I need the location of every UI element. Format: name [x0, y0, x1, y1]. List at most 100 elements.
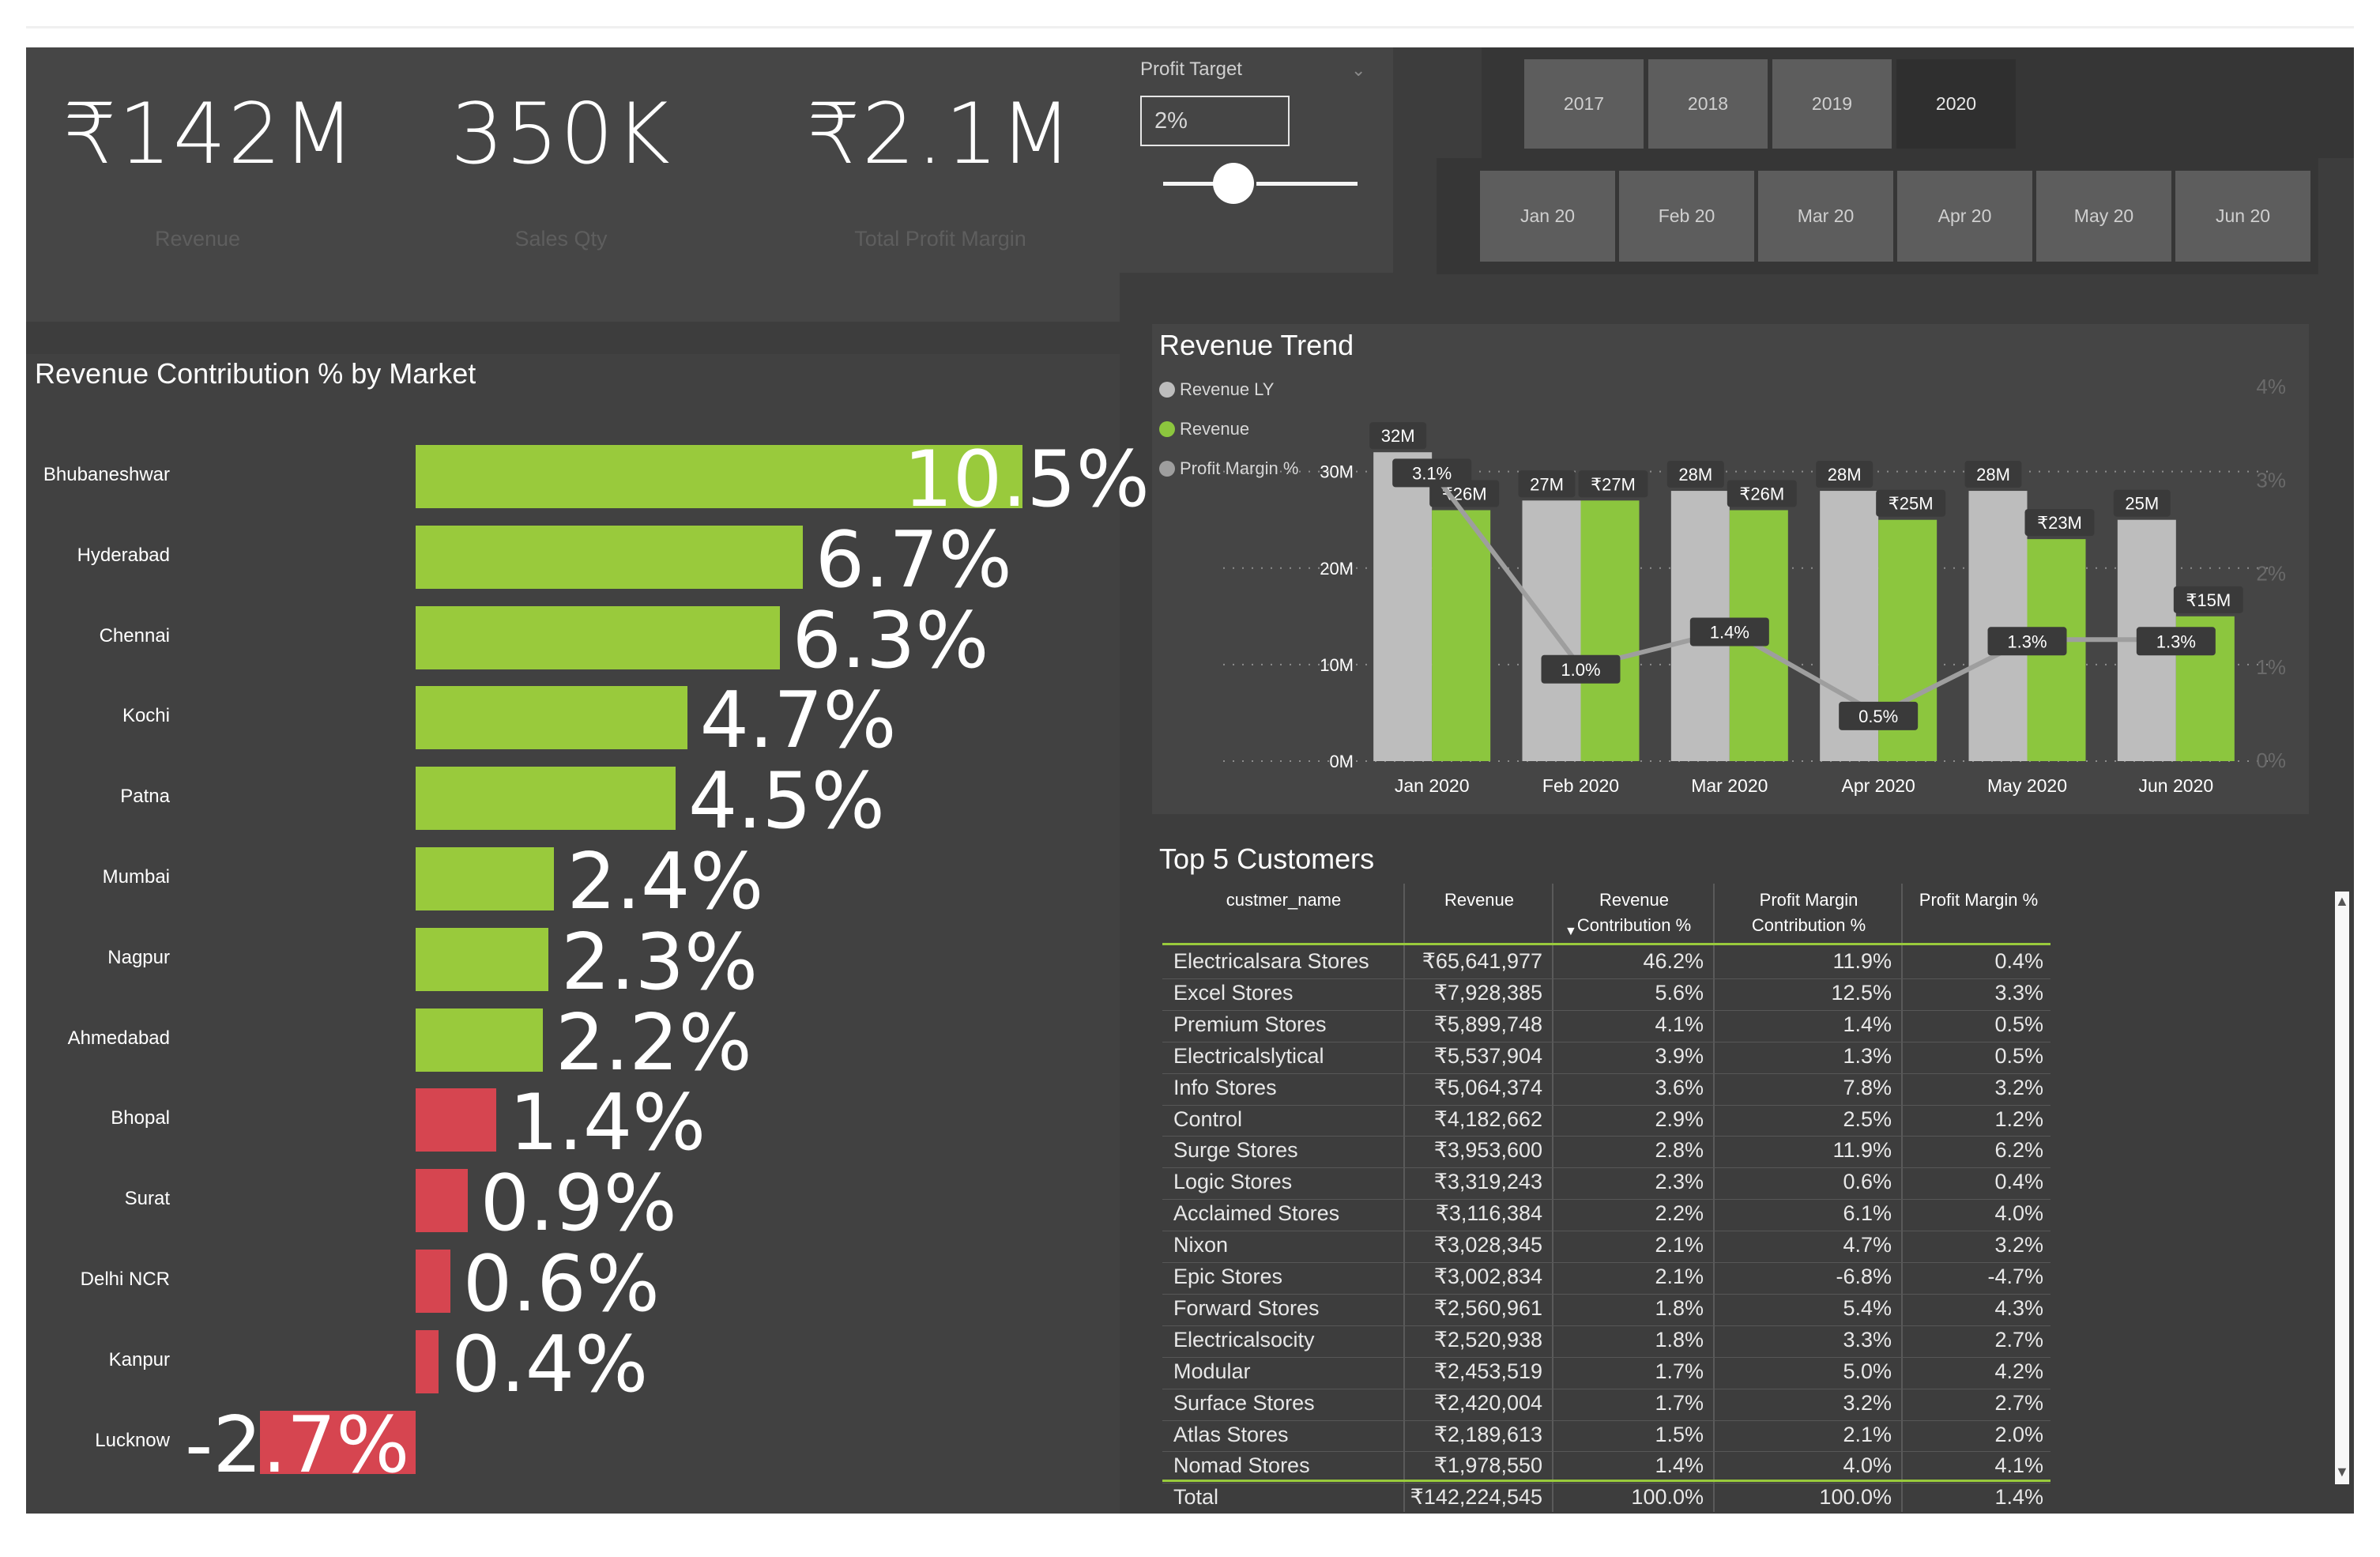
- table-cell: 5.6%: [1655, 980, 1704, 1005]
- customer-name-cell: Info Stores: [1173, 1075, 1277, 1099]
- table-cell: 3.2%: [1994, 1233, 2043, 1257]
- slider-track[interactable]: [1256, 182, 1358, 186]
- column-header[interactable]: Profit Margin %: [1919, 890, 2039, 910]
- customer-name-cell: Acclaimed Stores: [1173, 1201, 1340, 1226]
- sort-desc-icon[interactable]: ▼: [1565, 925, 1577, 938]
- table-cell: 46.2%: [1643, 949, 1704, 973]
- market-bar[interactable]: [416, 1250, 450, 1313]
- customer-name-cell: Modular: [1173, 1359, 1251, 1383]
- customer-name-cell: Excel Stores: [1173, 980, 1294, 1005]
- table-cell: 2.9%: [1655, 1106, 1704, 1131]
- table-cell: 4.0%: [1843, 1453, 1892, 1478]
- table-cell: 7.8%: [1843, 1075, 1892, 1099]
- row-divider: [1162, 1199, 2050, 1201]
- y2-tick-label: 3%: [2256, 468, 2286, 492]
- month-button-6[interactable]: Jun 20: [2175, 171, 2310, 262]
- y2-tick-label: 0%: [2256, 748, 2286, 772]
- data-label-profit-margin: 1.3%: [2007, 631, 2047, 651]
- market-bar[interactable]: [416, 605, 780, 669]
- market-bar[interactable]: [416, 767, 676, 831]
- market-bar[interactable]: [416, 1169, 468, 1233]
- chevron-down-icon[interactable]: ⌄: [1351, 60, 1366, 80]
- market-value-label: 4.7%: [699, 676, 897, 767]
- table-cell: 1.8%: [1655, 1327, 1704, 1352]
- table-cell: 2.2%: [1655, 1201, 1704, 1226]
- customer-name-cell: Surface Stores: [1173, 1390, 1315, 1415]
- table-cell: 3.2%: [1994, 1075, 2043, 1099]
- table-cell: ₹5,537,904: [1433, 1043, 1542, 1068]
- legend-item-3[interactable]: Profit Margin %: [1159, 458, 1298, 479]
- month-button-4[interactable]: Apr 20: [1897, 171, 2032, 262]
- market-bar[interactable]: [416, 686, 687, 750]
- table-cell: ₹2,520,938: [1433, 1327, 1542, 1352]
- year-button-2017[interactable]: 2017: [1524, 59, 1644, 149]
- market-label: Kanpur: [108, 1348, 170, 1370]
- slider-handle[interactable]: [1213, 163, 1254, 204]
- market-bar[interactable]: [416, 927, 549, 991]
- market-bar[interactable]: [259, 1410, 416, 1474]
- x-tick-label: Jun 2020: [2139, 775, 2214, 796]
- scroll-up-icon[interactable]: ▲: [2335, 893, 2349, 909]
- column-header[interactable]: custmer_name: [1226, 890, 1342, 910]
- column-header[interactable]: Revenue: [1444, 890, 1515, 910]
- market-chart-title: Revenue Contribution % by Market: [35, 357, 476, 390]
- market-bar[interactable]: [416, 847, 555, 910]
- column-separator: [1713, 884, 1715, 1512]
- table-cell: 1.8%: [1655, 1295, 1704, 1320]
- data-label-bg: [1727, 480, 1797, 507]
- customer-name-cell: Epic Stores: [1173, 1265, 1283, 1288]
- month-button-5[interactable]: May 20: [2036, 171, 2171, 262]
- market-bar[interactable]: [416, 445, 1022, 508]
- market-label: Hyderabad: [77, 544, 170, 566]
- column-header[interactable]: Revenue Contribution %: [1576, 890, 1692, 935]
- column-header[interactable]: Profit Margin Contribution %: [1751, 890, 1866, 935]
- market-label: Patna: [120, 786, 170, 808]
- data-label-bg: [1541, 654, 1621, 684]
- legend-item-2[interactable]: Revenue: [1159, 419, 1249, 439]
- data-label-revenue-ly: 32M: [1381, 426, 1415, 446]
- table-scrollbar[interactable]: [2335, 892, 2349, 1484]
- table-cell: 3.2%: [1843, 1390, 1892, 1415]
- table-cell: ₹3,116,384: [1435, 1201, 1542, 1226]
- month-button-2[interactable]: Feb 20: [1619, 171, 1754, 262]
- month-button-1[interactable]: Jan 20: [1480, 171, 1615, 262]
- market-bar[interactable]: [416, 1329, 439, 1393]
- market-bar[interactable]: [416, 525, 803, 589]
- y2-tick-label: 2%: [2256, 562, 2286, 586]
- table-cell: ₹65,641,977: [1422, 949, 1542, 973]
- row-divider: [1162, 1419, 2050, 1421]
- revenue-trend-title: Revenue Trend: [1159, 329, 1354, 361]
- market-bar[interactable]: [416, 1008, 543, 1072]
- table-cell: ₹2,453,519: [1433, 1359, 1542, 1383]
- market-label: Bhopal: [111, 1107, 170, 1129]
- table-cell: 6.1%: [1843, 1201, 1892, 1226]
- table-cell: ₹4,182,662: [1433, 1106, 1542, 1131]
- table-cell: 0.6%: [1843, 1170, 1892, 1194]
- table-cell: -4.7%: [1987, 1265, 2043, 1288]
- data-label-bg: [1369, 422, 1427, 450]
- table-cell: 5.4%: [1843, 1295, 1892, 1320]
- table-cell: ₹3,319,243: [1433, 1170, 1542, 1194]
- profit-target-label: Profit Target: [1140, 58, 1242, 80]
- profit-target-input[interactable]: 2%: [1140, 96, 1290, 146]
- table-cell: 2.1%: [1655, 1265, 1704, 1288]
- x-tick-label: Jan 2020: [1395, 775, 1470, 796]
- table-cell: 12.5%: [1831, 980, 1892, 1005]
- year-button-2019[interactable]: 2019: [1772, 59, 1892, 149]
- month-button-3[interactable]: Mar 20: [1758, 171, 1893, 262]
- legend-item-1[interactable]: Revenue LY: [1159, 379, 1274, 400]
- table-cell: 4.1%: [1994, 1453, 2043, 1478]
- scroll-down-icon[interactable]: ▼: [2335, 1464, 2349, 1480]
- kpi-profit-margin-label: Total Profit Margin: [854, 227, 1026, 251]
- market-label: Ahmedabad: [67, 1027, 170, 1049]
- table-cell: 3.6%: [1655, 1075, 1704, 1099]
- table-cell: 4.3%: [1994, 1295, 2043, 1320]
- slider-track-filled[interactable]: [1163, 182, 1233, 186]
- row-divider: [1162, 1451, 2050, 1453]
- market-bar[interactable]: [416, 1088, 497, 1152]
- year-button-2020[interactable]: 2020: [1896, 59, 2016, 149]
- row-divider: [1162, 1325, 2050, 1326]
- year-button-2018[interactable]: 2018: [1648, 59, 1768, 149]
- data-label-revenue-ly: 28M: [1678, 465, 1712, 484]
- data-label-profit-margin: 1.3%: [2156, 631, 2196, 651]
